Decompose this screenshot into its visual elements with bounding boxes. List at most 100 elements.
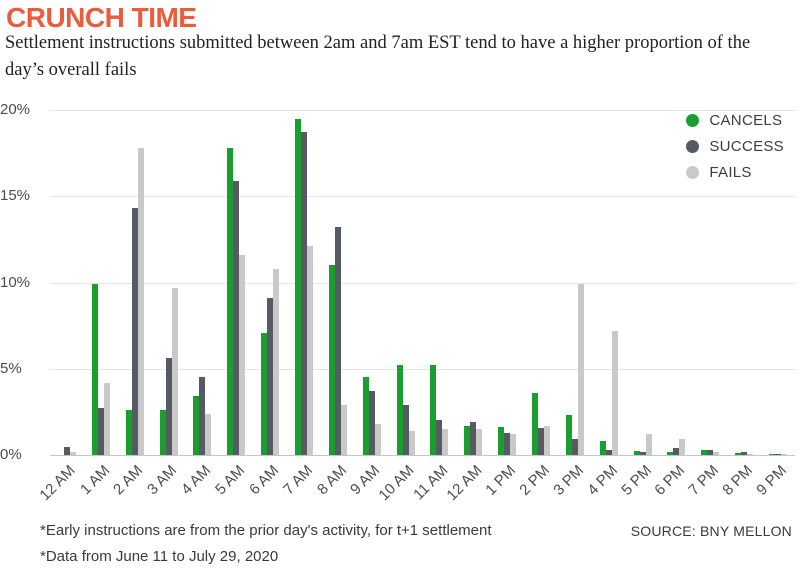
bar-group: 12 AM xyxy=(443,110,490,504)
bar-cancels xyxy=(261,333,268,455)
bar-cancels xyxy=(735,453,742,455)
bar-group: 11 AM xyxy=(410,110,456,503)
bar-fails xyxy=(713,452,720,455)
bar-success xyxy=(639,452,646,455)
bar-group: 3 PM xyxy=(550,110,592,499)
bar-cancels xyxy=(159,410,166,455)
bar-cancels xyxy=(91,284,98,455)
x-tick-label: 6 PM xyxy=(651,462,689,499)
bar-group: 6 AM xyxy=(246,110,287,498)
legend-item-cancels: CANCELS xyxy=(686,112,784,129)
bar-success xyxy=(741,452,748,455)
y-tick-label: 0% xyxy=(0,446,22,463)
x-tick-label: 7 AM xyxy=(279,462,316,499)
bar-cancels xyxy=(768,454,775,455)
x-tick-label: 1 AM xyxy=(76,462,113,499)
x-tick-label: 8 AM xyxy=(313,462,350,499)
bar-cancels xyxy=(125,410,132,455)
bar-group: 5 AM xyxy=(212,110,253,498)
bar-group: 10 AM xyxy=(375,110,423,504)
bar-success xyxy=(402,405,409,455)
bar-cancels xyxy=(227,148,234,455)
bar-group: 7 PM xyxy=(686,110,727,499)
gridline xyxy=(50,110,795,111)
legend-dot-icon xyxy=(686,166,700,179)
legend-label: FAILS xyxy=(709,164,752,181)
bar-groups: 12 AM 1 AM 2 AM 3 AM 4 AM 5 AM 6 AM 7 AM 8 AM 9 A… xyxy=(37,110,795,504)
bar-group: 5 PM xyxy=(618,110,660,499)
bar-success xyxy=(605,450,612,455)
bar-success xyxy=(131,208,138,455)
x-tick-label: 3 PM xyxy=(550,462,587,499)
bar-group: 2 PM xyxy=(516,110,558,499)
y-tick-label: 10% xyxy=(0,273,31,291)
bar-fails xyxy=(69,452,76,455)
x-tick-label: 5 PM xyxy=(617,462,655,499)
y-tick-label: 20% xyxy=(0,101,31,118)
bar-success xyxy=(707,450,714,455)
bar-success xyxy=(199,377,206,455)
legend-dot-icon xyxy=(686,114,700,127)
bar-cancels xyxy=(294,119,301,455)
bar-success xyxy=(334,227,341,455)
x-tick-label: 9 PM xyxy=(753,462,791,499)
bar-cancels xyxy=(599,441,606,455)
x-tick-label: 12 AM xyxy=(36,462,79,505)
bar-group: 4 AM xyxy=(178,110,219,498)
x-tick-label: 4 PM xyxy=(583,462,621,499)
x-tick-label: 3 AM xyxy=(144,462,181,499)
bar-success xyxy=(165,358,172,455)
bar-fails xyxy=(679,439,686,455)
bar-chart: 20% 15% 10% 5% 0% 12 AM 1 AM 2 AM 3 AM 4 AM 5 AM 6… xyxy=(0,101,800,504)
bar-success xyxy=(571,439,578,455)
bar-cancels xyxy=(464,426,471,455)
bar-success xyxy=(267,298,274,455)
bar-cancels xyxy=(531,393,538,455)
bar-fails xyxy=(780,454,787,455)
bar-group: 4 PM xyxy=(584,110,626,499)
x-tick-label: 10 AM xyxy=(375,462,418,505)
bar-success xyxy=(537,428,544,455)
footnote-2: *Data from June 11 to July 29, 2020 xyxy=(40,548,279,565)
bar-group: 1 PM xyxy=(482,110,524,499)
bar-group: 1 AM xyxy=(77,110,118,498)
bar-success xyxy=(368,391,375,455)
bar-fails xyxy=(273,269,280,455)
bar-cancels xyxy=(430,365,437,455)
legend-dot-icon xyxy=(686,140,700,153)
bar-fails xyxy=(103,383,110,455)
x-tick-label: 5 AM xyxy=(212,462,249,499)
bar-group: 12 AM xyxy=(37,110,84,504)
plot-area: 12 AM 1 AM 2 AM 3 AM 4 AM 5 AM 6 AM 7 AM 8 AM 9 A… xyxy=(37,110,795,504)
bar-fails xyxy=(408,431,415,455)
bar-cancels xyxy=(633,451,640,455)
bar-cancels xyxy=(362,377,369,455)
gridline xyxy=(50,282,795,284)
legend-item-fails: FAILS xyxy=(686,164,784,181)
bar-fails xyxy=(171,288,178,455)
legend-label: SUCCESS xyxy=(709,138,784,155)
bar-group: 8 PM xyxy=(719,110,761,499)
bar-success xyxy=(97,408,104,455)
bar-success xyxy=(63,447,70,455)
bar-cancels xyxy=(193,396,200,455)
bar-cancels xyxy=(328,265,335,455)
bar-fails xyxy=(476,429,483,455)
y-tick-label: 5% xyxy=(0,359,22,377)
x-tick-label: 4 AM xyxy=(178,462,215,499)
x-tick-label: 1 PM xyxy=(482,462,520,499)
chart-subtitle: Settlement instructions submitted betwee… xyxy=(5,33,751,80)
bar-success xyxy=(774,454,781,455)
bar-fails xyxy=(645,434,652,455)
gridline xyxy=(50,368,795,370)
bar-success xyxy=(436,420,443,455)
bar-fails xyxy=(239,255,246,455)
bar-success xyxy=(673,448,680,455)
bar-success xyxy=(300,132,307,455)
x-tick-label: 11 AM xyxy=(410,462,452,504)
x-tick-label: 8 PM xyxy=(719,462,757,499)
bar-fails xyxy=(611,331,618,455)
x-tick-label: 12 AM xyxy=(443,462,486,505)
bar-fails xyxy=(340,405,347,455)
